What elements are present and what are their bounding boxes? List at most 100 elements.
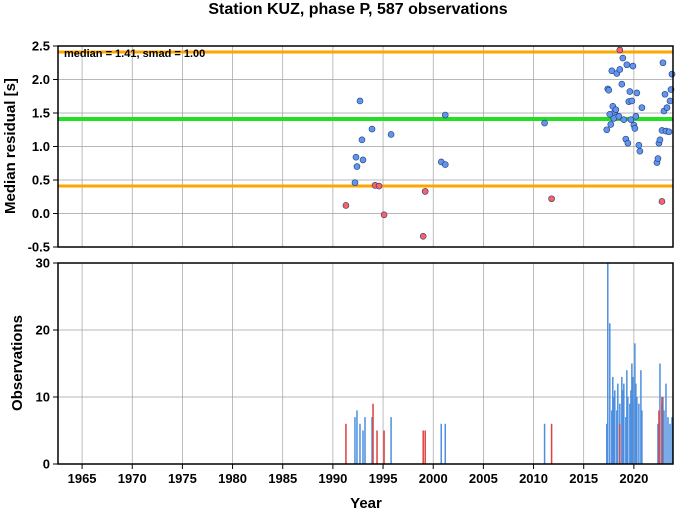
observation-bar xyxy=(638,403,640,464)
residual-point xyxy=(608,67,616,75)
observations-frame xyxy=(57,262,674,465)
residual-y-tick-label: 1.5 xyxy=(32,106,50,121)
observation-bar xyxy=(662,397,664,464)
residual-y-tick-label: -0.5 xyxy=(28,240,50,255)
year-x-tick-label: 2015 xyxy=(569,471,598,486)
residual-point xyxy=(441,161,449,168)
observation-bar xyxy=(667,417,669,464)
year-x-tick-label: 1995 xyxy=(369,471,398,486)
observation-bar xyxy=(616,410,618,464)
median-smad-annotation: median = 1.41, smad = 1.00 xyxy=(64,48,205,60)
observation-bar xyxy=(669,423,671,464)
residual-point xyxy=(359,156,367,164)
observation-outlier-bar xyxy=(376,430,378,464)
residual-point xyxy=(665,128,673,136)
residual-point xyxy=(659,59,667,67)
residual-point xyxy=(606,111,614,118)
residual-point xyxy=(358,136,366,144)
residual-point xyxy=(603,126,611,134)
residual-point xyxy=(624,139,632,147)
residual-point xyxy=(628,97,636,105)
residual-point xyxy=(629,62,637,70)
year-x-tick-label: 1970 xyxy=(118,471,147,486)
observation-bar xyxy=(659,363,661,464)
residual-point xyxy=(619,54,627,62)
year-x-tick-label: 2000 xyxy=(419,471,448,486)
residual-point xyxy=(607,121,615,128)
observation-bar xyxy=(359,423,361,464)
observation-bar xyxy=(390,417,392,464)
year-x-tick-label: 2010 xyxy=(519,471,548,486)
observations-y-tick-label: 30 xyxy=(36,256,50,271)
residual-y-ticks: -0.5 0.0 0.5 1.0 1.5 2.0 2.5 xyxy=(28,39,58,255)
residual-reference-lines xyxy=(58,50,673,188)
observation-bar xyxy=(371,417,373,464)
year-x-tick-label: 1975 xyxy=(168,471,197,486)
observation-outlier-bar xyxy=(422,430,424,464)
residual-point xyxy=(638,104,646,111)
year-x-ticks: 1965 1970 1975 1980 1985 1990 1995 2000 2005 2010… xyxy=(68,464,648,486)
year-x-tick-label: 1965 xyxy=(68,471,97,486)
residual-y-axis-label: Median residual [s] xyxy=(2,78,19,214)
observation-outlier-bar xyxy=(383,430,385,464)
observations-y-ticks: 0 10 20 30 xyxy=(36,256,58,472)
residual-outlier-point xyxy=(421,188,429,195)
observation-bars xyxy=(345,263,673,464)
observation-outlier-bar xyxy=(345,423,347,464)
observation-bar xyxy=(364,417,366,464)
residual-point xyxy=(668,70,676,78)
observation-bar xyxy=(625,417,627,464)
observation-outlier-bar xyxy=(372,403,374,464)
residual-point xyxy=(663,104,671,111)
residual-outlier-point xyxy=(342,202,350,209)
year-x-tick-label: 2005 xyxy=(469,471,498,486)
observation-bar xyxy=(623,383,625,464)
observation-bar xyxy=(612,376,614,464)
observations-y-axis-label: Observations xyxy=(9,315,26,411)
observation-outlier-bar xyxy=(424,430,426,464)
residual-y-tick-label: 2.5 xyxy=(32,39,50,54)
residual-panel: -0.5 0.0 0.5 1.0 1.5 2.0 2.5 median = 1.41, sm… xyxy=(2,39,676,255)
residual-point xyxy=(636,147,644,155)
observation-bar xyxy=(657,423,659,464)
observation-bar xyxy=(636,397,638,464)
residual-y-tick-label: 2.0 xyxy=(32,72,50,87)
observation-bar xyxy=(607,263,609,464)
observation-bar xyxy=(630,390,632,464)
observation-bar xyxy=(362,430,364,464)
observation-bar xyxy=(626,370,628,464)
residual-y-tick-label: 0.5 xyxy=(32,173,50,188)
observation-bar xyxy=(354,417,356,464)
year-x-tick-label: 1990 xyxy=(318,471,347,486)
residual-points xyxy=(342,46,676,240)
residual-point xyxy=(541,119,548,127)
observation-bar xyxy=(629,403,631,464)
observation-bar xyxy=(543,423,546,464)
residual-point xyxy=(618,80,626,88)
residual-point xyxy=(632,113,640,120)
observation-bar xyxy=(634,343,636,464)
observation-bar xyxy=(611,410,613,464)
residual-y-tick-label: 0.0 xyxy=(32,206,50,221)
residual-point xyxy=(633,89,641,97)
observation-bar xyxy=(613,397,615,464)
residual-point xyxy=(356,97,364,105)
observation-bar xyxy=(356,410,358,464)
observations-y-tick-label: 20 xyxy=(36,323,50,338)
residual-point xyxy=(627,116,635,123)
observation-bar xyxy=(617,383,619,464)
observation-bar xyxy=(631,363,633,464)
residual-point xyxy=(351,179,359,186)
observation-bar xyxy=(609,323,611,464)
observations-y-tick-label: 0 xyxy=(43,457,50,472)
year-x-tick-label: 1980 xyxy=(218,471,247,486)
x-axis-label: Year xyxy=(350,495,382,511)
residual-point xyxy=(615,113,623,120)
residual-point xyxy=(656,136,664,144)
observation-bar xyxy=(632,376,634,464)
residual-outlier-point xyxy=(548,195,555,203)
residual-point xyxy=(352,153,360,161)
residual-point xyxy=(654,155,662,162)
residual-outlier-point xyxy=(375,182,383,190)
